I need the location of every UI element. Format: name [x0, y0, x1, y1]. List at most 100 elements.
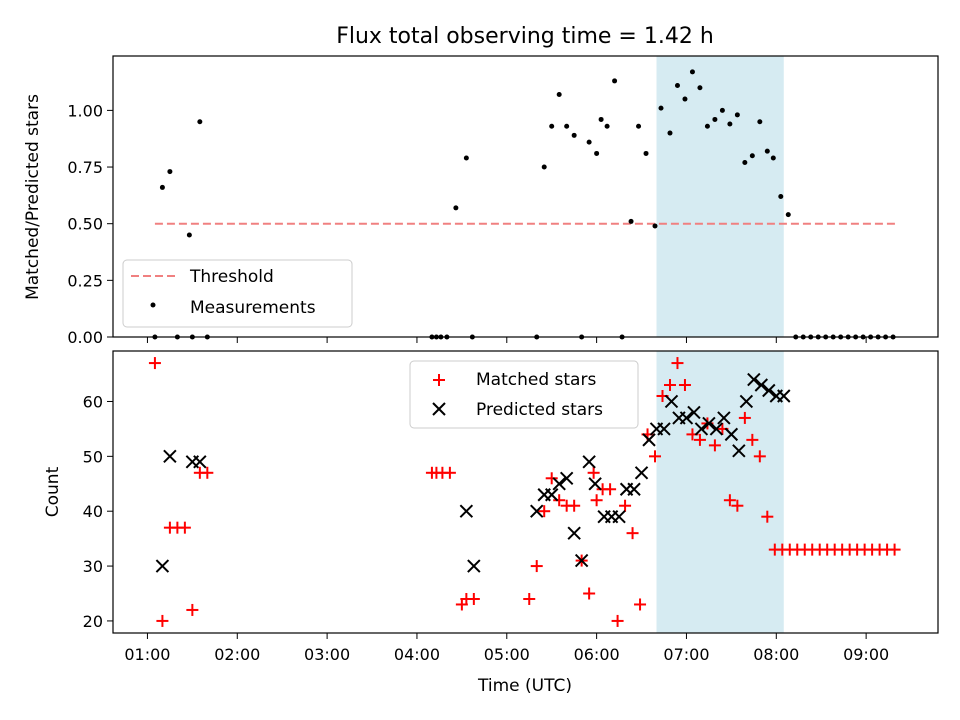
x-tick-label: 04:00 [394, 645, 440, 664]
measurement-point [549, 123, 555, 129]
predicted-star-point [627, 482, 641, 496]
measurement-point [689, 69, 695, 75]
bottom-plot-area [148, 357, 901, 627]
predicted-star-point [679, 411, 694, 425]
measurement-point [742, 160, 748, 166]
matched-star-point [731, 499, 744, 512]
measurement-point [658, 105, 664, 111]
y-tick-label: 0.25 [67, 271, 103, 290]
bottom-panel: 20 30 40 50 60 01:00 02:00 03:00 04:00 05:00 06:0… [43, 350, 939, 696]
matched-star-point [156, 614, 169, 627]
predicted-star-point [459, 504, 474, 518]
measurement-point [785, 212, 791, 218]
matched-star-point [178, 521, 191, 534]
matched-star-point [888, 543, 901, 556]
predicted-star-point [694, 422, 709, 436]
matched-star-point [604, 483, 617, 496]
bottom-legend-box [409, 360, 639, 429]
predicted-star-point [544, 488, 559, 502]
predicted-star-point [467, 559, 481, 573]
y-tick-label: 30 [83, 557, 103, 576]
measurement-point [770, 155, 776, 161]
predicted-star-point [702, 416, 716, 431]
top-legend-box [122, 259, 353, 328]
measurement-point [778, 194, 784, 199]
matched-star-point [583, 587, 596, 600]
matched-star-point [538, 505, 551, 518]
measurement-point [667, 130, 673, 136]
x-tick-label: 05:00 [484, 645, 530, 664]
predicted-star-point [717, 411, 731, 425]
x-tick-label: 06:00 [574, 645, 620, 664]
matched-star-point [443, 466, 456, 479]
top-panel: 0.00 0.25 0.50 0.75 1.00 Matched/Predicted s… [23, 55, 939, 347]
matched-star-point [753, 450, 766, 463]
y-tick-label: 60 [83, 392, 103, 411]
legend-matched-swatch [433, 374, 445, 386]
top-y-axis-label: Matched/Predicted stars [23, 94, 43, 300]
measurement-point [186, 232, 192, 238]
y-tick-label: 1.00 [67, 101, 103, 120]
predicted-star-point [664, 394, 679, 409]
bottom-x-axis: 01:00 02:00 03:00 04:00 05:00 06:00 07:00 08:00… [124, 633, 889, 664]
y-tick-label: 0.00 [67, 328, 103, 347]
chart-title: Flux total observing time = 1.42 h [336, 24, 714, 49]
matched-star-point [148, 357, 161, 370]
x-tick-label: 07:00 [663, 645, 709, 664]
y-tick-label: 20 [83, 612, 103, 631]
measurement-point [598, 116, 604, 122]
predicted-star-point [687, 405, 701, 420]
predicted-star-point [582, 455, 596, 469]
matched-star-point [530, 560, 543, 573]
x-tick-label: 08:00 [753, 645, 799, 664]
measurement-point [652, 223, 658, 229]
measurement-point [674, 82, 680, 88]
predicted-star-point [739, 394, 754, 409]
y-tick-label: 40 [83, 502, 103, 521]
predicted-star-point [588, 477, 602, 491]
predicted-star-point [642, 433, 656, 447]
measurement-point [571, 132, 577, 138]
measurement-point [682, 96, 688, 102]
measurement-point [764, 148, 770, 154]
measurement-point [628, 218, 634, 224]
top-y-axis: 0.00 0.25 0.50 0.75 1.00 [67, 101, 113, 347]
predicted-star-point [552, 477, 566, 491]
bottom-y-axis-label: Count [43, 466, 63, 517]
matched-star-point [708, 439, 721, 452]
matched-star-point [568, 499, 581, 512]
measurement-point [734, 112, 740, 118]
bottom-observing-span [656, 351, 784, 633]
matched-star-point [545, 472, 558, 485]
measurement-point [704, 123, 710, 129]
predicted-star-point [762, 383, 776, 398]
measurement-point [197, 119, 203, 125]
matched-star-point [619, 499, 632, 512]
bottom-y-axis: 20 30 40 50 60 [83, 392, 113, 631]
measurement-point [697, 85, 703, 91]
top-observing-span [656, 56, 784, 337]
matched-star-point [738, 411, 751, 424]
x-axis-label: Time (UTC) [477, 676, 572, 696]
measurement-point [594, 150, 600, 156]
y-tick-label: 50 [83, 447, 103, 466]
x-tick-label: 02:00 [214, 645, 260, 664]
legend-predicted-swatch [432, 402, 446, 416]
predicted-star-point [559, 471, 574, 485]
matched-star-point [761, 510, 774, 523]
matched-star-point [186, 603, 199, 616]
matched-star-point [523, 592, 536, 605]
legend-threshold-label: Threshold [189, 267, 274, 287]
predicted-star-point [709, 422, 724, 436]
matched-star-point [467, 592, 480, 605]
predicted-star-point [530, 504, 544, 518]
y-tick-label: 0.75 [67, 158, 103, 177]
bottom-axes-frame [112, 350, 939, 634]
measurement-point [749, 153, 755, 159]
legend-measurements-label: Measurements [190, 298, 316, 318]
x-tick-label: 09:00 [843, 645, 889, 664]
predicted-star-point [754, 378, 769, 392]
predicted-star-point [155, 559, 170, 573]
